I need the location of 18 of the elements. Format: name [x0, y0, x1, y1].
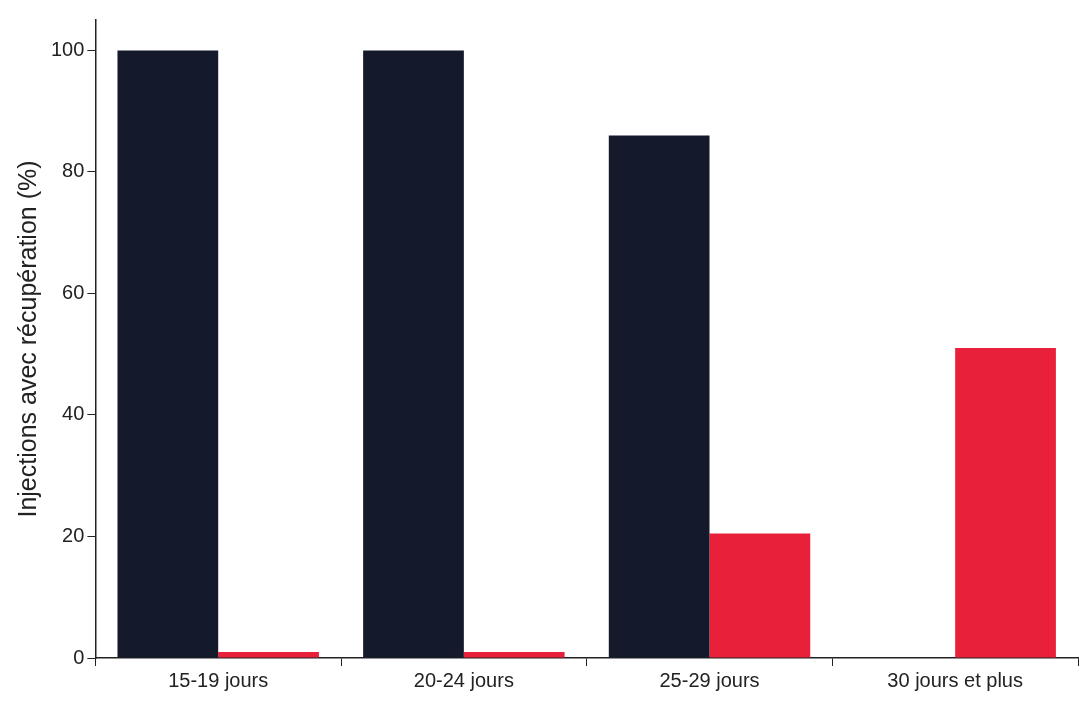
x-tick-label: 30 jours et plus — [887, 668, 1023, 691]
y-axis-title: Injections avec récupération (%) — [12, 160, 41, 518]
y-tick-label: 60 — [62, 280, 85, 303]
bar — [117, 50, 219, 658]
x-tick-label: 15-19 jours — [168, 668, 269, 691]
y-tick-label: 40 — [62, 402, 85, 425]
bar — [363, 50, 464, 658]
bar — [709, 533, 811, 658]
y-tick-label: 100 — [50, 37, 85, 60]
x-tick-label: 20-24 jours — [413, 668, 514, 691]
y-tick-label: 0 — [73, 645, 85, 668]
y-tick-label: 80 — [62, 159, 85, 182]
bar — [608, 135, 710, 658]
bar — [218, 651, 319, 658]
x-tick-label: 25-29 jours — [659, 668, 760, 691]
y-tick-label: 20 — [62, 523, 85, 546]
bar — [955, 348, 1056, 658]
bar — [463, 651, 565, 658]
